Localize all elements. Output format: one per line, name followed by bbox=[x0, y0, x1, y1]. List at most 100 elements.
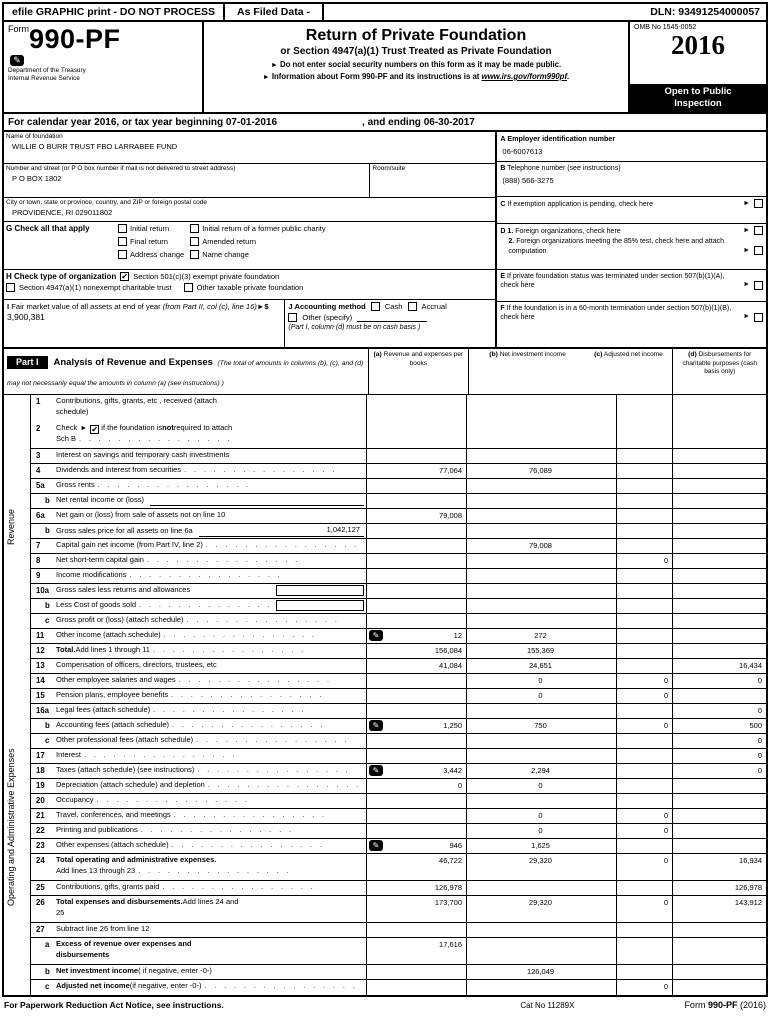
line-label-text: Income modifications bbox=[56, 570, 127, 579]
part1-body: Revenue Operating and Administrative Exp… bbox=[4, 395, 766, 995]
checkbox-foreign-org-85-test[interactable] bbox=[754, 246, 763, 256]
checkbox-other-method[interactable] bbox=[288, 313, 298, 322]
h-label: H Check type of organization bbox=[6, 272, 117, 281]
amount-cell-d: 0 bbox=[672, 704, 766, 718]
line-number: 1 bbox=[36, 397, 41, 406]
checkbox-cash-method[interactable] bbox=[370, 302, 380, 311]
part1-row-4: 4 Dividends and interest from securities.… bbox=[30, 464, 766, 479]
j-line2: Other (specify) bbox=[288, 313, 492, 322]
street-label: Number and street (or P O box number if … bbox=[6, 165, 236, 172]
amount-value: 0 bbox=[663, 982, 668, 991]
checkbox-status-terminated[interactable] bbox=[754, 280, 763, 290]
part1-row-3: 3 Interest on savings and temporary cash … bbox=[30, 449, 766, 464]
amount-cell-d bbox=[672, 824, 766, 838]
amount-cell-a bbox=[366, 494, 466, 508]
checkbox-501c3-foundation[interactable]: ✔ bbox=[120, 272, 130, 281]
amount-cell-a: ✎ 3,442 bbox=[366, 764, 466, 778]
form-frame: Form990-PF ✎ Department of the Treasury … bbox=[2, 22, 768, 997]
amount-cell-b: 79,008 bbox=[466, 539, 616, 553]
part1-row-19: 19 Depreciation (attach schedule) and dep… bbox=[30, 779, 766, 794]
efile-topbar: efile GRAPHIC print - DO NOT PROCESS As … bbox=[2, 2, 768, 22]
line-number: 9 bbox=[36, 571, 41, 580]
amount-cell-a: ✎ 946 bbox=[366, 839, 466, 853]
line-label-text: Subtract line 26 from line 12 bbox=[56, 924, 150, 933]
checkbox-60-month-termination[interactable] bbox=[754, 312, 763, 322]
line-label-text: Net gain or (loss) from sale of assets n… bbox=[56, 510, 226, 519]
amount-value: 946 bbox=[449, 841, 462, 850]
irs-form990pf-link[interactable]: www.irs.gov/form990pf bbox=[481, 72, 568, 81]
amount-cell-d bbox=[672, 524, 766, 538]
arrow-icon: ► bbox=[743, 281, 750, 289]
part1-row-23: 23 Other expenses (attach schedule). . . … bbox=[30, 839, 766, 854]
line-label-text: ( if negative, enter -0-) bbox=[138, 966, 212, 975]
checkbox-foreign-org[interactable] bbox=[754, 226, 763, 236]
dot-leader: . . . . . . . . . . . . . . . . bbox=[152, 646, 307, 654]
tax-year: 2016 bbox=[671, 30, 725, 60]
dollar-sign: $ bbox=[264, 302, 269, 311]
amount-value: 12 bbox=[453, 631, 462, 640]
amount-cell-d: 500 bbox=[672, 719, 766, 733]
checkbox-other-taxable-foundation[interactable] bbox=[183, 283, 193, 292]
sixty-month-termination-row: F If the foundation is in a 60-month ter… bbox=[497, 302, 766, 347]
line-number: 7 bbox=[36, 541, 41, 550]
dot-leader: . . . . . . . . . . . . . . . . bbox=[96, 796, 250, 804]
entity-right-column: A Employer identification number 06-6007… bbox=[495, 132, 766, 347]
checkbox-initial-return-former-charity[interactable] bbox=[190, 224, 200, 233]
fair-market-value-cell: I Fair market value of all assets at end… bbox=[4, 300, 286, 347]
amount-cell-d bbox=[672, 395, 766, 422]
amount-cell-c bbox=[616, 779, 672, 793]
revenue-side-label: Revenue bbox=[6, 508, 16, 546]
checkbox-address-change[interactable] bbox=[118, 250, 127, 259]
amount-cell-c: 0 bbox=[616, 980, 672, 995]
exemption-pending-label: C If exemption application is pending, c… bbox=[500, 201, 653, 208]
part1-row-c: c Other professional fees (attach schedul… bbox=[30, 734, 766, 749]
amount-cell-a bbox=[366, 479, 466, 493]
part1-row-b: b Accounting fees (attach schedule). . . … bbox=[30, 719, 766, 734]
g-option: Initial return of a former public charit… bbox=[190, 224, 326, 233]
amount-cell-b bbox=[466, 449, 616, 463]
amount-cell-d bbox=[672, 923, 766, 937]
h-option-label: Section 4947(a)(1) nonexempt charitable … bbox=[19, 283, 172, 292]
line-number: 8 bbox=[36, 556, 41, 565]
line-label: Other professional fees (attach schedule… bbox=[54, 734, 366, 748]
checkbox-accrual-method[interactable] bbox=[407, 302, 417, 311]
line-number: 15 bbox=[36, 691, 45, 700]
line-number: 6a bbox=[36, 511, 45, 520]
amount-cell-c bbox=[616, 794, 672, 808]
amount-cell-a bbox=[366, 704, 466, 718]
amount-value: 3,442 bbox=[443, 766, 462, 775]
amount-value: 126,978 bbox=[734, 883, 762, 892]
amount-cell-b bbox=[466, 881, 616, 895]
open-to-public-badge: Open to Public Inspection bbox=[630, 84, 766, 112]
checkbox-initial-return[interactable] bbox=[118, 224, 127, 233]
amount-cell-d bbox=[672, 539, 766, 553]
line-label: Other employee salaries and wages. . . .… bbox=[54, 674, 366, 688]
other-method-label: Other (specify) bbox=[302, 313, 353, 322]
amount-cell-c bbox=[616, 644, 672, 658]
amount-value: 0 bbox=[538, 691, 543, 700]
line-label-text: Net rental income or (loss) bbox=[56, 495, 144, 504]
line-label-text: Pension plans, employee benefits bbox=[56, 690, 169, 699]
amount-cell-d bbox=[672, 449, 766, 463]
amount-cell-c bbox=[616, 764, 672, 778]
amount-cell-c bbox=[616, 599, 672, 613]
line-label-text: Gross sales less returns and allowances bbox=[56, 585, 191, 595]
amount-cell-b: 0 bbox=[466, 689, 616, 703]
line-label-text: Contributions, gifts, grants, etc , rece… bbox=[56, 396, 217, 405]
line-label-text: Legal fees (attach schedule) bbox=[56, 705, 151, 714]
checkbox-final-return[interactable] bbox=[118, 237, 127, 246]
checkbox-name-change[interactable] bbox=[190, 250, 200, 259]
checkbox-4947a1-trust[interactable] bbox=[6, 283, 15, 292]
other-specify-blank[interactable] bbox=[357, 314, 428, 322]
amount-cell-a bbox=[366, 734, 466, 748]
line-number: b bbox=[45, 601, 50, 610]
arrow-icon: ► bbox=[743, 246, 750, 254]
checkbox-exemption-pending[interactable] bbox=[754, 199, 763, 209]
amount-cell-a: 77,064 bbox=[366, 464, 466, 478]
checkbox-amended-return[interactable] bbox=[190, 237, 200, 246]
amount-cell-d bbox=[672, 980, 766, 995]
part1-row-b: b Gross sales price for all assets on lin… bbox=[30, 524, 766, 539]
checkbox[interactable]: ✔ bbox=[90, 424, 100, 434]
part1-row-14: 14 Other employee salaries and wages. . .… bbox=[30, 674, 766, 689]
foreign-org-label: D 1. Foreign organizations, check here bbox=[500, 228, 621, 235]
